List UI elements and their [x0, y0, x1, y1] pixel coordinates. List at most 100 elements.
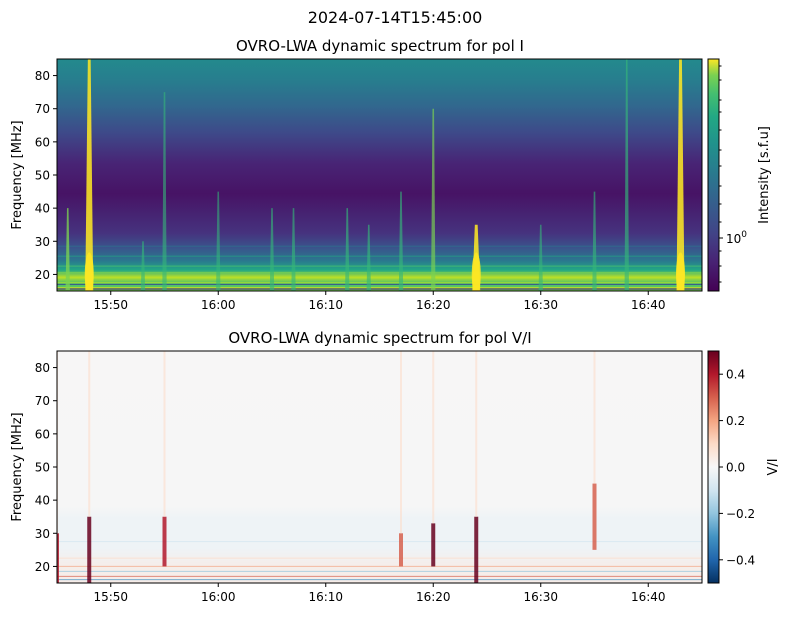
pol-i-burst	[398, 191, 404, 291]
pol-vi-y-tick: 50	[35, 461, 57, 475]
pol-i-burst	[345, 208, 350, 291]
pol-vi-x-tick-label: 16:00	[201, 590, 236, 604]
pol-vi-feature-tail	[475, 351, 478, 517]
pol-i-burst	[431, 108, 436, 291]
pol-i-x-tick-label: 16:00	[201, 298, 236, 312]
pol-i-panel: OVRO-LWA dynamic spectrum for pol I 20 30…	[10, 37, 772, 312]
pol-vi-x-tick: 16:00	[201, 583, 236, 604]
pol-i-burst	[269, 208, 275, 291]
pol-vi-x-axis: 15:50 16:00 16:10 16:20 16:30 16:40	[93, 583, 666, 604]
pol-vi-feature-tail	[163, 351, 166, 517]
pol-vi-colorbar-tick: −0.4	[719, 553, 755, 567]
pol-vi-y-tick-label: 80	[35, 361, 50, 375]
pol-vi-feature-tail	[593, 351, 596, 484]
pol-vi-y-tick: 60	[35, 427, 57, 441]
pol-vi-feature	[57, 533, 59, 583]
pol-vi-y-label: Frequency [MHz]	[10, 412, 25, 521]
pol-i-colorbar: 100 Intensity [s.f.u]	[707, 58, 772, 292]
pol-vi-y-tick-label: 70	[35, 394, 50, 408]
pol-vi-feature	[474, 516, 479, 583]
pol-vi-colorbar-tick-label: 0.2	[726, 414, 745, 428]
pol-i-burst	[676, 59, 685, 291]
pol-i-y-tick-label: 40	[35, 202, 50, 216]
pol-vi-colorbar-gradient	[708, 351, 719, 583]
pol-i-x-tick-label: 16:40	[631, 298, 666, 312]
pol-i-burst	[366, 224, 371, 291]
pol-i-burst	[65, 208, 70, 291]
pol-vi-y-tick: 20	[35, 560, 57, 574]
pol-vi-y-tick-label: 30	[35, 527, 50, 541]
pol-i-y-tick: 20	[35, 268, 57, 282]
pol-vi-x-tick-label: 16:20	[416, 590, 451, 604]
pol-vi-feature	[431, 523, 436, 567]
pol-vi-x-tick-label: 15:50	[93, 590, 128, 604]
pol-vi-colorbar-tick: 0.2	[719, 414, 745, 428]
pol-i-burst	[291, 208, 296, 291]
pol-i-x-tick: 16:40	[631, 291, 666, 312]
pol-vi-colorbar-tick: 0.4	[719, 368, 745, 382]
pol-vi-x-tick: 16:20	[416, 583, 451, 604]
pol-vi-y-tick: 80	[35, 361, 57, 375]
pol-vi-feature-tail	[432, 351, 435, 524]
pol-i-y-tick: 40	[35, 202, 57, 216]
pol-i-burst-core	[84, 252, 94, 291]
pol-i-burst	[162, 92, 167, 291]
pol-i-y-tick-label: 70	[35, 102, 50, 116]
pol-vi-x-tick: 15:50	[93, 583, 128, 604]
pol-i-x-tick-label: 16:20	[416, 298, 451, 312]
pol-i-y-tick-label: 20	[35, 268, 50, 282]
pol-i-burst	[624, 59, 629, 291]
pol-i-burst	[140, 241, 146, 291]
pol-i-y-tick: 50	[35, 169, 57, 183]
pol-vi-colorbar-ticks: 0.4 0.2 0.0 −0.2 −0.4	[719, 368, 755, 567]
pol-vi-colorbar-label: V/I	[766, 458, 781, 475]
pol-i-bursts	[65, 59, 685, 291]
pol-i-colorbar-frame	[707, 58, 720, 292]
pol-vi-y-tick-label: 20	[35, 560, 50, 574]
pol-i-x-tick-label: 16:10	[308, 298, 343, 312]
pol-i-burst	[216, 191, 221, 291]
pol-vi-colorbar-tick-label: 0.4	[726, 368, 745, 382]
pol-i-title: OVRO-LWA dynamic spectrum for pol I	[236, 37, 524, 55]
pol-i-y-tick: 70	[35, 102, 57, 116]
pol-vi-colorbar-tick: −0.2	[719, 507, 755, 521]
pol-i-y-tick-label: 30	[35, 235, 50, 249]
pol-i-y-tick-label: 50	[35, 169, 50, 183]
pol-i-x-tick-label: 15:50	[93, 298, 128, 312]
pol-vi-panel: OVRO-LWA dynamic spectrum for pol V/I 20…	[10, 329, 781, 604]
pol-i-burst-core	[471, 252, 481, 291]
pol-i-colorbar-tick-label: 100	[726, 230, 747, 246]
pol-vi-y-tick: 30	[35, 527, 57, 541]
pol-i-x-tick: 16:20	[416, 291, 451, 312]
pol-vi-spectrum-background	[57, 351, 702, 583]
pol-i-burst-core	[676, 252, 685, 291]
pol-vi-features	[57, 351, 597, 583]
pol-i-y-tick: 30	[35, 235, 57, 249]
pol-vi-feature-tail	[400, 351, 402, 534]
pol-vi-y-tick: 40	[35, 494, 57, 508]
pol-vi-colorbar-tick: 0.0	[719, 461, 745, 475]
pol-i-x-tick: 16:00	[201, 291, 236, 312]
pol-vi-y-tick-label: 40	[35, 494, 50, 508]
pol-vi-y-tick-label: 60	[35, 427, 50, 441]
pol-i-y-tick: 80	[35, 69, 57, 83]
pol-i-y-tick-label: 60	[35, 135, 50, 149]
pol-vi-feature	[592, 483, 597, 550]
pol-i-burst	[538, 224, 543, 291]
pol-vi-feature	[162, 516, 167, 567]
pol-i-x-axis: 15:50 16:00 16:10 16:20 16:30 16:40	[93, 291, 666, 312]
pol-i-y-label: Frequency [MHz]	[10, 120, 25, 229]
pol-i-y-axis: 20 30 40 50 60 70 80	[35, 69, 57, 282]
pol-vi-colorbar-tick-label: −0.2	[726, 507, 755, 521]
pol-i-x-tick: 15:50	[93, 291, 128, 312]
pol-vi-y-tick-label: 50	[35, 461, 50, 475]
pol-vi-x-tick-label: 16:30	[523, 590, 558, 604]
figure-suptitle: 2024-07-14T15:45:00	[308, 8, 483, 27]
pol-i-colorbar-label: Intensity [s.f.u]	[757, 126, 772, 224]
pol-i-burst	[592, 191, 597, 291]
pol-i-colorbar-ticks	[719, 65, 722, 283]
pol-i-y-tick: 60	[35, 135, 57, 149]
pol-vi-colorbar-tick-label: 0.0	[726, 461, 745, 475]
pol-i-x-tick-label: 16:30	[523, 298, 558, 312]
